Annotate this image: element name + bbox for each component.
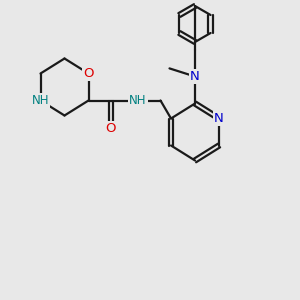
Text: O: O <box>106 122 116 135</box>
Text: N: N <box>214 112 224 125</box>
Text: N: N <box>190 70 200 83</box>
Text: NH: NH <box>32 94 49 107</box>
Text: O: O <box>83 67 94 80</box>
Text: NH: NH <box>129 94 147 107</box>
